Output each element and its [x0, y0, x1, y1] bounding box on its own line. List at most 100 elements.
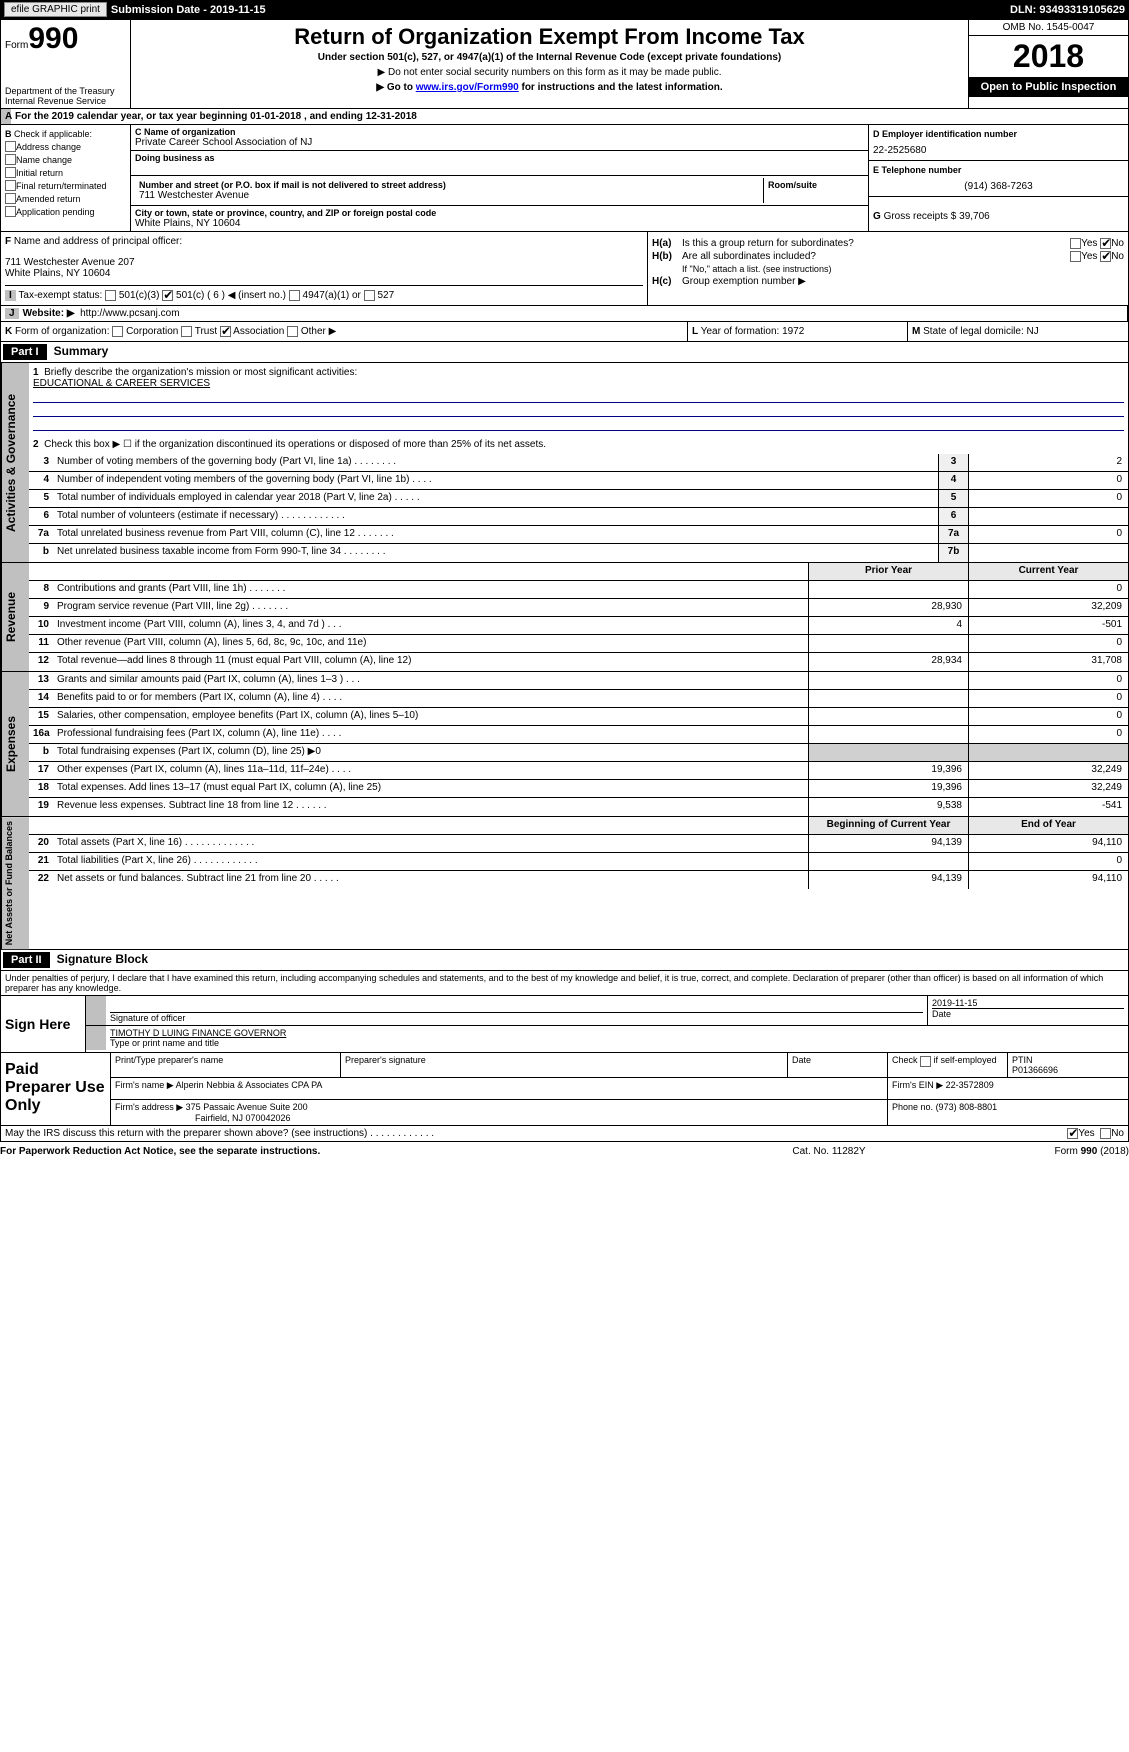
- chk-pending[interactable]: Application pending: [5, 206, 126, 217]
- hb-note: If "No," attach a list. (see instruction…: [652, 264, 1124, 274]
- sign-date: 2019-11-15: [932, 998, 1124, 1008]
- chk-corp[interactable]: [112, 326, 123, 337]
- website-url[interactable]: http://www.pcsanj.com: [80, 308, 179, 319]
- chk-self-employed[interactable]: [920, 1056, 931, 1067]
- table-row: bNet unrelated business taxable income f…: [29, 544, 1128, 562]
- part1-header: Part I Summary: [0, 342, 1129, 363]
- expenses-block: Expenses 13Grants and similar amounts pa…: [0, 672, 1129, 817]
- table-row: 5Total number of individuals employed in…: [29, 490, 1128, 508]
- table-row: 17Other expenses (Part IX, column (A), l…: [29, 762, 1128, 780]
- table-row: 14Benefits paid to or for members (Part …: [29, 690, 1128, 708]
- chk-final-return[interactable]: Final return/terminated: [5, 180, 126, 191]
- chk-initial-return[interactable]: Initial return: [5, 167, 126, 178]
- hb-yes[interactable]: [1070, 251, 1081, 262]
- chk-501c[interactable]: [162, 290, 173, 301]
- efile-btn[interactable]: efile GRAPHIC print: [4, 2, 107, 17]
- table-row: 9Program service revenue (Part VIII, lin…: [29, 599, 1128, 617]
- side-netassets: Net Assets or Fund Balances: [1, 817, 29, 949]
- chk-assoc[interactable]: [220, 326, 231, 337]
- label-a: A: [1, 109, 11, 124]
- table-row: 4Number of independent voting members of…: [29, 472, 1128, 490]
- preparer-block: Paid Preparer Use Only Print/Type prepar…: [0, 1053, 1129, 1126]
- city-state-zip: White Plains, NY 10604: [135, 218, 864, 229]
- open-public: Open to Public Inspection: [969, 77, 1128, 97]
- table-row: 7aTotal unrelated business revenue from …: [29, 526, 1128, 544]
- row-j: J Website: ▶ http://www.pcsanj.com: [0, 306, 1129, 322]
- firm-name: Alperin Nebbia & Associates CPA PA: [176, 1080, 323, 1090]
- side-expenses: Expenses: [1, 672, 29, 816]
- col-deg: D Employer identification number 22-2525…: [868, 125, 1128, 231]
- perjury-text: Under penalties of perjury, I declare th…: [0, 971, 1129, 996]
- irs-link[interactable]: www.irs.gov/Form990: [416, 82, 519, 93]
- subtitle2: ▶ Do not enter social security numbers o…: [135, 67, 964, 78]
- tax-year: 2018: [969, 36, 1128, 77]
- subtitle3: ▶ Go to www.irs.gov/Form990 for instruct…: [135, 82, 964, 93]
- side-revenue: Revenue: [1, 563, 29, 671]
- table-row: 22Net assets or fund balances. Subtract …: [29, 871, 1128, 889]
- table-row: 20Total assets (Part X, line 16) . . . .…: [29, 835, 1128, 853]
- table-row: 10Investment income (Part VIII, column (…: [29, 617, 1128, 635]
- b-label: B: [5, 129, 12, 139]
- firm-addr1: 375 Passaic Avenue Suite 200: [186, 1102, 308, 1112]
- ha-yes[interactable]: [1070, 238, 1081, 249]
- omb: OMB No. 1545-0047: [969, 20, 1128, 36]
- chk-address-change[interactable]: Address change: [5, 141, 126, 152]
- part2-header: Part II Signature Block: [0, 950, 1129, 971]
- chk-501c3[interactable]: [105, 290, 116, 301]
- ein: 22-2525680: [873, 145, 1124, 156]
- table-row: 15Salaries, other compensation, employee…: [29, 708, 1128, 726]
- form-number: 990: [28, 22, 78, 55]
- chk-527[interactable]: [364, 290, 375, 301]
- sign-block: Sign Here Signature of officer 2019-11-1…: [0, 996, 1129, 1053]
- mission-text: EDUCATIONAL & CAREER SERVICES: [33, 378, 210, 389]
- netassets-header: Beginning of Current Year End of Year: [29, 817, 1128, 835]
- preparer-label: Paid Preparer Use Only: [1, 1053, 111, 1125]
- signer-name: TIMOTHY D LUING FINANCE GOVERNOR: [110, 1028, 1124, 1038]
- dln: DLN: 93493319105629: [1010, 4, 1125, 16]
- netassets-block: Net Assets or Fund Balances Beginning of…: [0, 817, 1129, 950]
- chk-4947[interactable]: [289, 290, 300, 301]
- table-row: 3Number of voting members of the governi…: [29, 454, 1128, 472]
- chk-other[interactable]: [287, 326, 298, 337]
- header-right: OMB No. 1545-0047 2018 Open to Public In…: [968, 20, 1128, 108]
- discuss-no[interactable]: [1100, 1128, 1111, 1139]
- header-mid: Return of Organization Exempt From Incom…: [131, 20, 968, 108]
- dept-label: Department of the TreasuryInternal Reven…: [5, 86, 126, 106]
- revenue-header: Prior Year Current Year: [29, 563, 1128, 581]
- ptin: P01366696: [1012, 1065, 1058, 1075]
- form-title: Return of Organization Exempt From Incom…: [135, 24, 964, 50]
- firm-ein: 22-3572809: [946, 1080, 994, 1090]
- col-c: C Name of organization Private Career Sc…: [131, 125, 868, 231]
- chk-amended[interactable]: Amended return: [5, 193, 126, 204]
- col-b: B Check if applicable: Address change Na…: [1, 125, 131, 231]
- discuss-yes[interactable]: [1067, 1128, 1078, 1139]
- row-a: A For the 2019 calendar year, or tax yea…: [0, 109, 1129, 125]
- form-label: Form: [5, 40, 28, 51]
- sign-here-label: Sign Here: [1, 996, 86, 1052]
- header-left: Form990 Department of the TreasuryIntern…: [1, 20, 131, 108]
- chk-name-change[interactable]: Name change: [5, 154, 126, 165]
- side-governance: Activities & Governance: [1, 363, 29, 562]
- phone: (914) 368-7263: [873, 181, 1124, 192]
- table-row: 12Total revenue—add lines 8 through 11 (…: [29, 653, 1128, 671]
- section-fh: F Name and address of principal officer:…: [0, 232, 1129, 306]
- firm-addr2: Fairfield, NJ 070042026: [195, 1113, 291, 1123]
- firm-phone: (973) 808-8801: [936, 1102, 998, 1112]
- state-domicile: NJ: [1027, 326, 1039, 337]
- col-f: F Name and address of principal officer:…: [1, 232, 648, 305]
- hb-no[interactable]: [1100, 251, 1111, 262]
- content-a: For the 2019 calendar year, or tax year …: [11, 109, 1128, 124]
- submission-date: Submission Date - 2019-11-15: [111, 4, 266, 16]
- table-row: 19Revenue less expenses. Subtract line 1…: [29, 798, 1128, 816]
- subtitle1: Under section 501(c), 527, or 4947(a)(1)…: [135, 52, 964, 63]
- table-row: 18Total expenses. Add lines 13–17 (must …: [29, 780, 1128, 798]
- year-formation: 1972: [782, 326, 804, 337]
- top-bar: efile GRAPHIC print Submission Date - 20…: [0, 0, 1129, 19]
- chk-trust[interactable]: [181, 326, 192, 337]
- ha-no[interactable]: [1100, 238, 1111, 249]
- table-row: bTotal fundraising expenses (Part IX, co…: [29, 744, 1128, 762]
- table-row: 13Grants and similar amounts paid (Part …: [29, 672, 1128, 690]
- officer-addr2: White Plains, NY 10604: [5, 268, 643, 279]
- row-klm: K Form of organization: Corporation Trus…: [0, 322, 1129, 342]
- table-row: 21Total liabilities (Part X, line 26) . …: [29, 853, 1128, 871]
